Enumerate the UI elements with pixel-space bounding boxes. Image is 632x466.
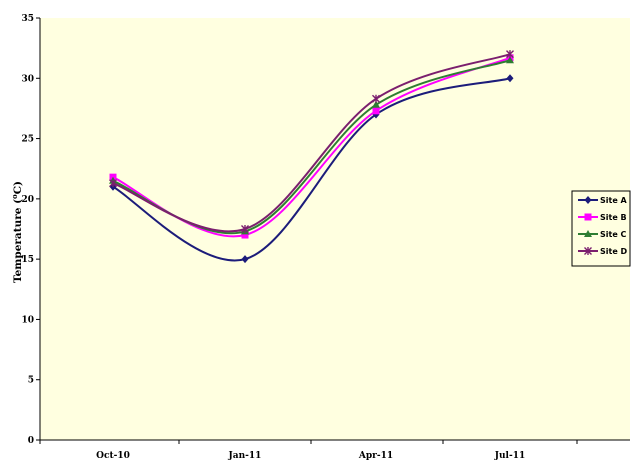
legend-swatch-marker — [584, 230, 592, 237]
series-line — [112, 77, 511, 262]
series-line — [112, 53, 511, 233]
legend-item: Site B — [578, 213, 627, 222]
y-axis-label-main: Temperature ( — [12, 199, 24, 283]
legend-label: Site A — [600, 196, 628, 205]
legend-box — [571, 190, 631, 267]
legend-swatch-marker — [584, 213, 592, 221]
data-point — [241, 255, 249, 264]
data-point — [372, 107, 380, 115]
y-tick-label: 15 — [21, 255, 34, 265]
data-point — [241, 225, 249, 233]
series-layer — [109, 50, 514, 264]
legend: Site A Site B Site C Site D — [571, 190, 631, 267]
y-axis-label-degree: o — [10, 194, 19, 199]
data-point — [506, 74, 514, 83]
y-tick-label: 20 — [21, 195, 34, 205]
data-point — [506, 56, 514, 64]
x-tick-label: Jan-11 — [228, 451, 262, 461]
data-point — [372, 100, 380, 108]
y-tick-label: 35 — [21, 14, 34, 24]
x-tick-label: Oct-10 — [96, 451, 130, 461]
data-point — [372, 94, 380, 103]
y-tick-label: 25 — [21, 135, 34, 145]
y-tick-label: 10 — [21, 315, 34, 325]
x-tick-label: Apr-11 — [358, 451, 393, 461]
legend-item: Site C — [578, 230, 627, 239]
y-axis-title: Temperature (oC) — [10, 181, 24, 283]
y-axis-label: Temperature (oC) — [10, 181, 24, 283]
legend-label: Site D — [600, 247, 628, 256]
legend-swatch-marker — [584, 247, 592, 255]
legend-swatch-marker — [584, 196, 592, 204]
legend-item: Site D — [578, 247, 628, 256]
legend-item: Site A — [578, 196, 628, 205]
data-point — [506, 50, 514, 59]
series-site-d — [109, 50, 514, 233]
data-point — [109, 179, 117, 188]
y-axis-label-unit: C) — [12, 181, 24, 194]
legend-label: Site C — [600, 230, 627, 239]
plot-area — [40, 18, 630, 440]
legend-label: Site B — [600, 213, 627, 222]
x-tick-label: Jul-11 — [494, 451, 525, 461]
y-tick-label: 30 — [21, 74, 34, 84]
data-point — [241, 231, 249, 239]
y-tick-label: 5 — [28, 376, 34, 386]
y-tick-label: 0 — [28, 436, 34, 446]
axes: 0 5 10 15 20 25 30 35 Oct-10 Jan-11 Apr-11 Jul-11 — [21, 14, 630, 461]
